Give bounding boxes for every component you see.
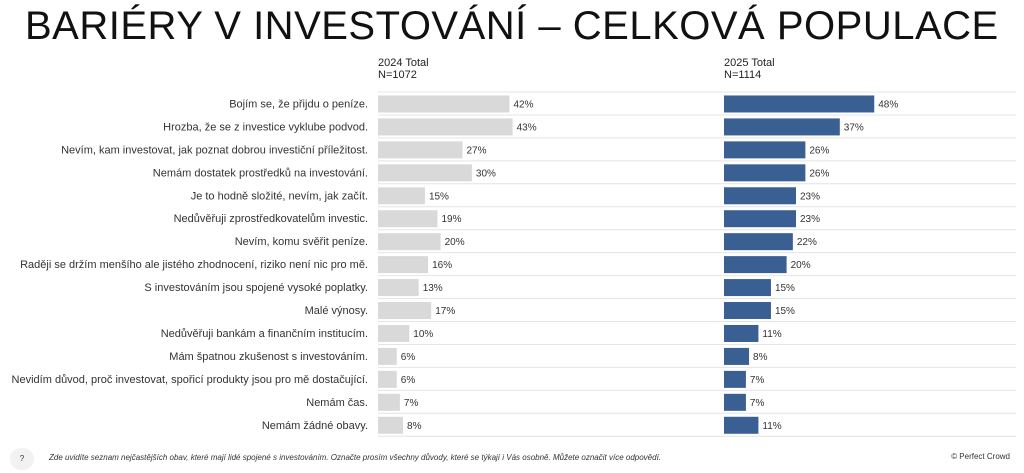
- data-label: 15%: [775, 306, 795, 317]
- category-label: Malé výnosy.: [305, 305, 368, 317]
- bar-2025: [724, 302, 771, 320]
- footer-note: Zde uvidíte seznam nejčastějších obav, k…: [49, 453, 662, 462]
- data-label: 11%: [762, 329, 781, 340]
- data-label: 23%: [800, 214, 820, 225]
- category-label: S investováním jsou spojené vysoké popla…: [144, 282, 368, 294]
- bar-2025: [724, 141, 806, 159]
- data-label: 20%: [445, 237, 465, 248]
- data-label: 17%: [435, 306, 455, 317]
- bar-2024: [378, 141, 463, 159]
- category-label: Je to hodně složité, nevím, jak začít.: [191, 190, 368, 202]
- category-label: Nemám dostatek prostředků na investování…: [153, 167, 368, 179]
- data-label: 8%: [753, 352, 768, 363]
- data-label: 16%: [432, 260, 452, 271]
- category-label: Nevidím důvod, proč investovat, spořicí …: [12, 374, 368, 386]
- bar-2024: [378, 233, 441, 251]
- bar-2025: [724, 210, 796, 228]
- bar-2024: [378, 210, 438, 228]
- bar-2024: [378, 279, 419, 297]
- data-label: 13%: [423, 283, 443, 294]
- bar-2024: [378, 256, 429, 274]
- category-label: Nedůvěřuji zprostředkovatelům investic.: [174, 213, 368, 225]
- bar-chart: Bojím se, že přijdu o peníze. 42% 48% Hrozb…: [12, 91, 1016, 437]
- bar-2024: [378, 187, 425, 205]
- category-label: Bojím se, že přijdu o peníze.: [229, 98, 368, 110]
- data-label: 11%: [762, 421, 781, 432]
- copyright: © Perfect Crowd: [951, 452, 1010, 461]
- data-label: 8%: [407, 421, 422, 432]
- data-label: 6%: [401, 352, 416, 363]
- data-label: 27%: [467, 145, 487, 156]
- bar-2025: [724, 187, 796, 205]
- bar-2025: [724, 233, 793, 251]
- data-label: 26%: [809, 168, 829, 179]
- data-label: 22%: [797, 237, 817, 248]
- bar-2024: [378, 416, 404, 434]
- category-label: Nevím, komu svěřit peníze.: [235, 236, 368, 248]
- column-header-2024: 2024 Total N=1072: [378, 57, 429, 81]
- data-label: 19%: [441, 214, 461, 225]
- category-label: Nevím, kam investovat, jak poznat dobrou…: [61, 144, 368, 156]
- bar-2025: [724, 416, 759, 434]
- bar-2025: [724, 347, 750, 365]
- data-label: 15%: [429, 191, 449, 202]
- bar-2025: [724, 279, 771, 297]
- column-label: 2024 Total: [378, 57, 429, 69]
- column-sample-size: N=1114: [724, 69, 762, 81]
- bar-2024: [378, 164, 472, 182]
- data-label: 30%: [476, 168, 496, 179]
- data-label: 42%: [513, 99, 533, 110]
- category-label: Nemám čas.: [306, 397, 368, 409]
- data-label: 10%: [413, 329, 433, 340]
- category-label: Raději se držím menšího ale jistého zhod…: [20, 259, 368, 271]
- data-label: 23%: [800, 191, 820, 202]
- category-label: Nedůvěřuji bankám a finančním institucím…: [161, 328, 368, 340]
- data-label: 7%: [750, 398, 765, 409]
- bar-2024: [378, 95, 510, 113]
- bar-2025: [724, 324, 759, 342]
- bar-2024: [378, 393, 400, 411]
- data-label: 6%: [401, 375, 416, 386]
- data-label: 43%: [517, 122, 537, 133]
- data-label: 37%: [844, 122, 864, 133]
- column-label: 2025 Total: [724, 57, 775, 69]
- data-label: 48%: [878, 99, 898, 110]
- bar-2024: [378, 118, 513, 136]
- data-label: 15%: [775, 283, 795, 294]
- data-label: 26%: [809, 145, 829, 156]
- bar-2025: [724, 256, 787, 274]
- bar-2025: [724, 393, 746, 411]
- page-title: BARIÉRY V INVESTOVÁNÍ – CELKOVÁ POPULACE: [25, 4, 999, 48]
- bar-2024: [378, 324, 410, 342]
- data-label: 7%: [750, 375, 765, 386]
- category-label: Hrozba, že se z investice vyklube podvod…: [163, 121, 368, 133]
- bar-2025: [724, 164, 806, 182]
- help-badge[interactable]: ?: [10, 448, 34, 470]
- column-header-2025: 2025 Total N=1114: [724, 57, 775, 81]
- bar-2025: [724, 118, 840, 136]
- bar-2025: [724, 95, 875, 113]
- bar-2024: [378, 302, 432, 320]
- category-label: Nemám žádné obavy.: [262, 420, 368, 432]
- bar-2024: [378, 347, 397, 365]
- column-sample-size: N=1072: [378, 69, 417, 81]
- bar-2024: [378, 370, 397, 388]
- data-label: 20%: [791, 260, 811, 271]
- bar-2025: [724, 370, 746, 388]
- data-label: 7%: [404, 398, 419, 409]
- category-label: Mám špatnou zkušenost s investováním.: [169, 351, 368, 363]
